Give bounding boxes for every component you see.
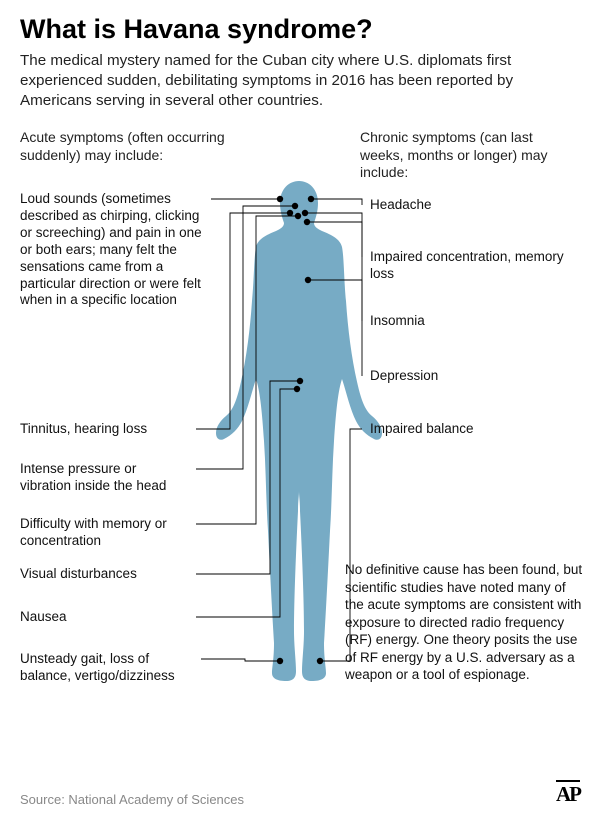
acute-symptom-1: Tinnitus, hearing loss [20,421,190,438]
acute-symptom-0: Loud sounds (sometimes described as chir… [20,191,205,309]
acute-symptom-3: Difficulty with memory or concentration [20,516,190,550]
chronic-symptom-0: Headache [370,197,540,214]
diagram-area: Acute symptoms (often occurring suddenly… [0,121,600,741]
page-title: What is Havana syndrome? [0,0,600,51]
chronic-header: Chronic symptoms (can last weeks, months… [360,129,580,182]
acute-symptom-2: Intense pressure or vibration inside the… [20,461,190,495]
chronic-symptom-1: Impaired concentration, memory loss [370,249,570,283]
page-subtitle: The medical mystery named for the Cuban … [0,51,600,121]
source-text: Source: National Academy of Sciences [20,792,244,807]
chronic-symptom-3: Depression [370,368,540,385]
acute-symptom-5: Nausea [20,609,190,626]
acute-symptom-6: Unsteady gait, loss of balance, vertigo/… [20,651,195,685]
chronic-symptom-2: Insomnia [370,313,540,330]
footer: Source: National Academy of Sciences AP [20,782,580,807]
chronic-symptom-4: Impaired balance [370,421,540,438]
ap-logo: AP [556,782,580,807]
footnote: No definitive cause has been found, but … [345,561,585,684]
acute-header: Acute symptoms (often occurring suddenly… [20,129,230,164]
acute-symptom-4: Visual disturbances [20,566,190,583]
